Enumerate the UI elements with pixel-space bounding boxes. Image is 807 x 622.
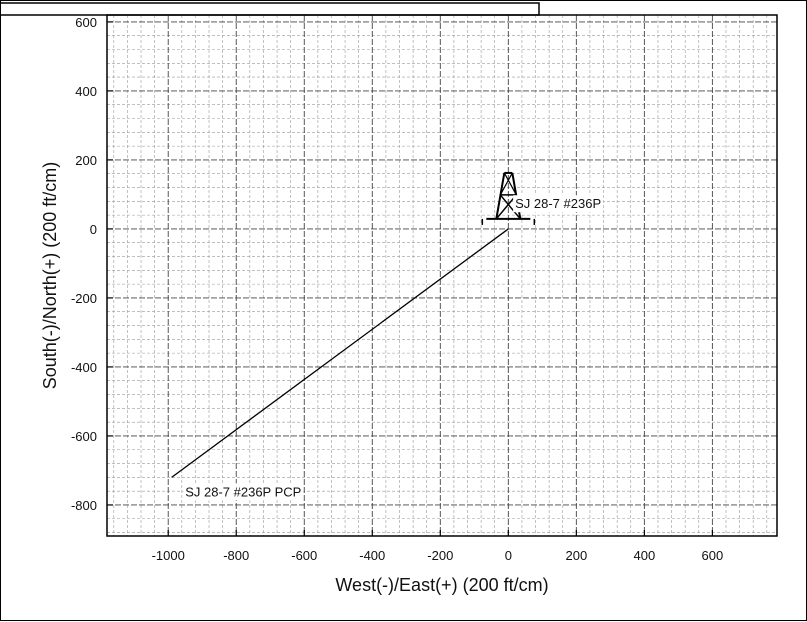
well-label: SJ 28-7 #236P — [515, 196, 601, 211]
derrick-cross-1 — [495, 194, 517, 220]
derrick-cross-4 — [503, 172, 517, 196]
x-tick-label: -800 — [223, 548, 249, 563]
y-tick-label: -800 — [71, 498, 97, 513]
well-label-background — [183, 483, 304, 501]
well-path-line — [171, 228, 509, 478]
y-tick-label: 600 — [75, 15, 97, 30]
x-tick-label: -1000 — [152, 548, 185, 563]
x-axis-title: West(-)/East(+) (200 ft/cm) — [335, 575, 548, 595]
minor-grid — [107, 15, 777, 536]
derrick-cross-3 — [499, 172, 513, 196]
well-label: SJ 28-7 #236P PCP — [185, 484, 301, 499]
y-tick-label: 400 — [75, 84, 97, 99]
y-tick-label: -600 — [71, 429, 97, 444]
x-tick-label: 600 — [702, 548, 724, 563]
x-tick-label: 200 — [565, 548, 587, 563]
derrick-cross-2 — [499, 194, 521, 220]
y-axis: -800 -600 -400 -200 0 200 400 600 — [71, 15, 113, 513]
y-tick-label: 0 — [90, 222, 97, 237]
well-label-background — [513, 195, 604, 213]
plot-area — [106, 14, 778, 537]
annotations: SJ 28-7 #236P SJ 28-7 #236P PCP — [183, 195, 604, 501]
y-axis-title: South(-)/North(+) (200 ft/cm) — [40, 162, 60, 390]
x-tick-label: 400 — [634, 548, 656, 563]
major-grid — [107, 15, 777, 536]
x-tick-label: 0 — [505, 548, 512, 563]
x-tick-label: -400 — [359, 548, 385, 563]
y-tick-label: -200 — [71, 291, 97, 306]
y-tick-label: 200 — [75, 153, 97, 168]
y-tick-label: -400 — [71, 360, 97, 375]
series-layer — [171, 228, 509, 478]
x-tick-label: -200 — [427, 548, 453, 563]
x-axis: -1000 -800 -600 -400 -200 0 200 400 600 — [152, 530, 724, 563]
x-tick-label: -600 — [291, 548, 317, 563]
legend-box-edge — [1, 2, 540, 16]
